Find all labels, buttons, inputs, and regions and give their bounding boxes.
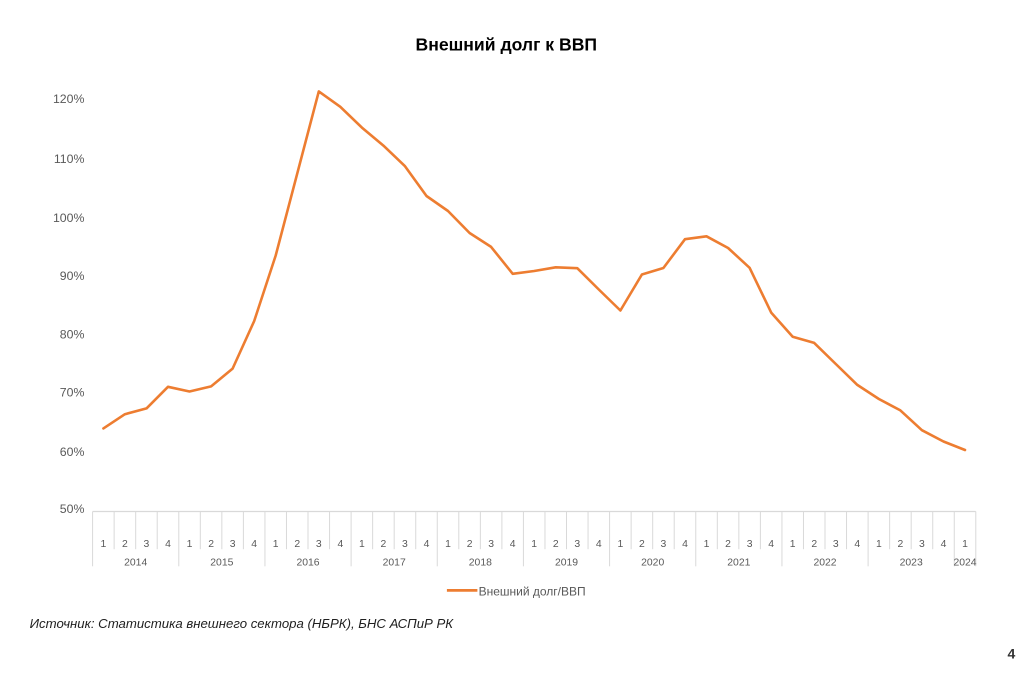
- svg-text:3: 3: [919, 539, 925, 550]
- svg-text:3: 3: [661, 539, 667, 550]
- svg-text:4: 4: [165, 539, 171, 550]
- svg-text:90%: 90%: [60, 269, 85, 283]
- svg-text:2: 2: [725, 539, 731, 550]
- svg-text:1: 1: [100, 539, 106, 550]
- svg-text:2015: 2015: [210, 558, 233, 569]
- svg-text:3: 3: [747, 539, 753, 550]
- svg-text:2: 2: [208, 539, 214, 550]
- svg-text:1: 1: [962, 539, 968, 550]
- svg-text:4: 4: [941, 539, 947, 550]
- svg-text:2021: 2021: [727, 558, 750, 569]
- svg-text:Внешний долг/ВВП: Внешний долг/ВВП: [479, 584, 586, 598]
- svg-text:2: 2: [294, 539, 300, 550]
- svg-text:4: 4: [510, 539, 516, 550]
- svg-text:4: 4: [1008, 645, 1016, 661]
- svg-text:1: 1: [445, 539, 451, 550]
- svg-text:3: 3: [316, 539, 322, 550]
- svg-text:2014: 2014: [124, 558, 147, 569]
- svg-text:80%: 80%: [60, 327, 85, 341]
- svg-text:2024: 2024: [953, 558, 976, 569]
- svg-text:1: 1: [790, 539, 796, 550]
- svg-text:4: 4: [682, 539, 688, 550]
- svg-text:Источник: Статистика внешнего: Источник: Статистика внешнего сектора (Н…: [30, 616, 455, 631]
- svg-text:4: 4: [337, 539, 343, 550]
- svg-text:2020: 2020: [641, 558, 664, 569]
- svg-text:2019: 2019: [555, 558, 578, 569]
- svg-text:1: 1: [273, 539, 279, 550]
- svg-text:70%: 70%: [60, 386, 85, 400]
- svg-text:1: 1: [359, 539, 365, 550]
- svg-text:100%: 100%: [53, 211, 85, 225]
- svg-text:1: 1: [531, 539, 537, 550]
- svg-text:4: 4: [854, 539, 860, 550]
- svg-text:2: 2: [467, 539, 473, 550]
- svg-text:50%: 50%: [60, 502, 85, 516]
- svg-text:3: 3: [574, 539, 580, 550]
- svg-text:2: 2: [553, 539, 559, 550]
- svg-text:2017: 2017: [383, 558, 406, 569]
- svg-text:2016: 2016: [296, 558, 319, 569]
- svg-text:2: 2: [381, 539, 387, 550]
- svg-text:2018: 2018: [469, 558, 492, 569]
- svg-text:1: 1: [704, 539, 710, 550]
- svg-text:Внешний долг к ВВП: Внешний долг к ВВП: [416, 35, 598, 55]
- svg-text:4: 4: [596, 539, 602, 550]
- svg-text:110%: 110%: [54, 152, 85, 166]
- svg-text:3: 3: [402, 539, 408, 550]
- svg-text:2: 2: [122, 539, 128, 550]
- svg-text:1: 1: [617, 539, 623, 550]
- svg-text:3: 3: [833, 539, 839, 550]
- svg-text:3: 3: [488, 539, 494, 550]
- svg-text:2022: 2022: [813, 558, 836, 569]
- svg-text:4: 4: [251, 539, 257, 550]
- svg-text:2023: 2023: [900, 558, 923, 569]
- svg-text:4: 4: [768, 539, 774, 550]
- svg-text:2: 2: [639, 539, 645, 550]
- svg-text:3: 3: [144, 539, 150, 550]
- svg-text:4: 4: [424, 539, 430, 550]
- svg-text:2: 2: [811, 539, 817, 550]
- svg-text:3: 3: [230, 539, 236, 550]
- svg-text:1: 1: [876, 539, 882, 550]
- svg-text:1: 1: [187, 539, 193, 550]
- svg-text:120%: 120%: [53, 92, 85, 106]
- svg-text:60%: 60%: [60, 445, 85, 459]
- svg-text:2: 2: [898, 539, 904, 550]
